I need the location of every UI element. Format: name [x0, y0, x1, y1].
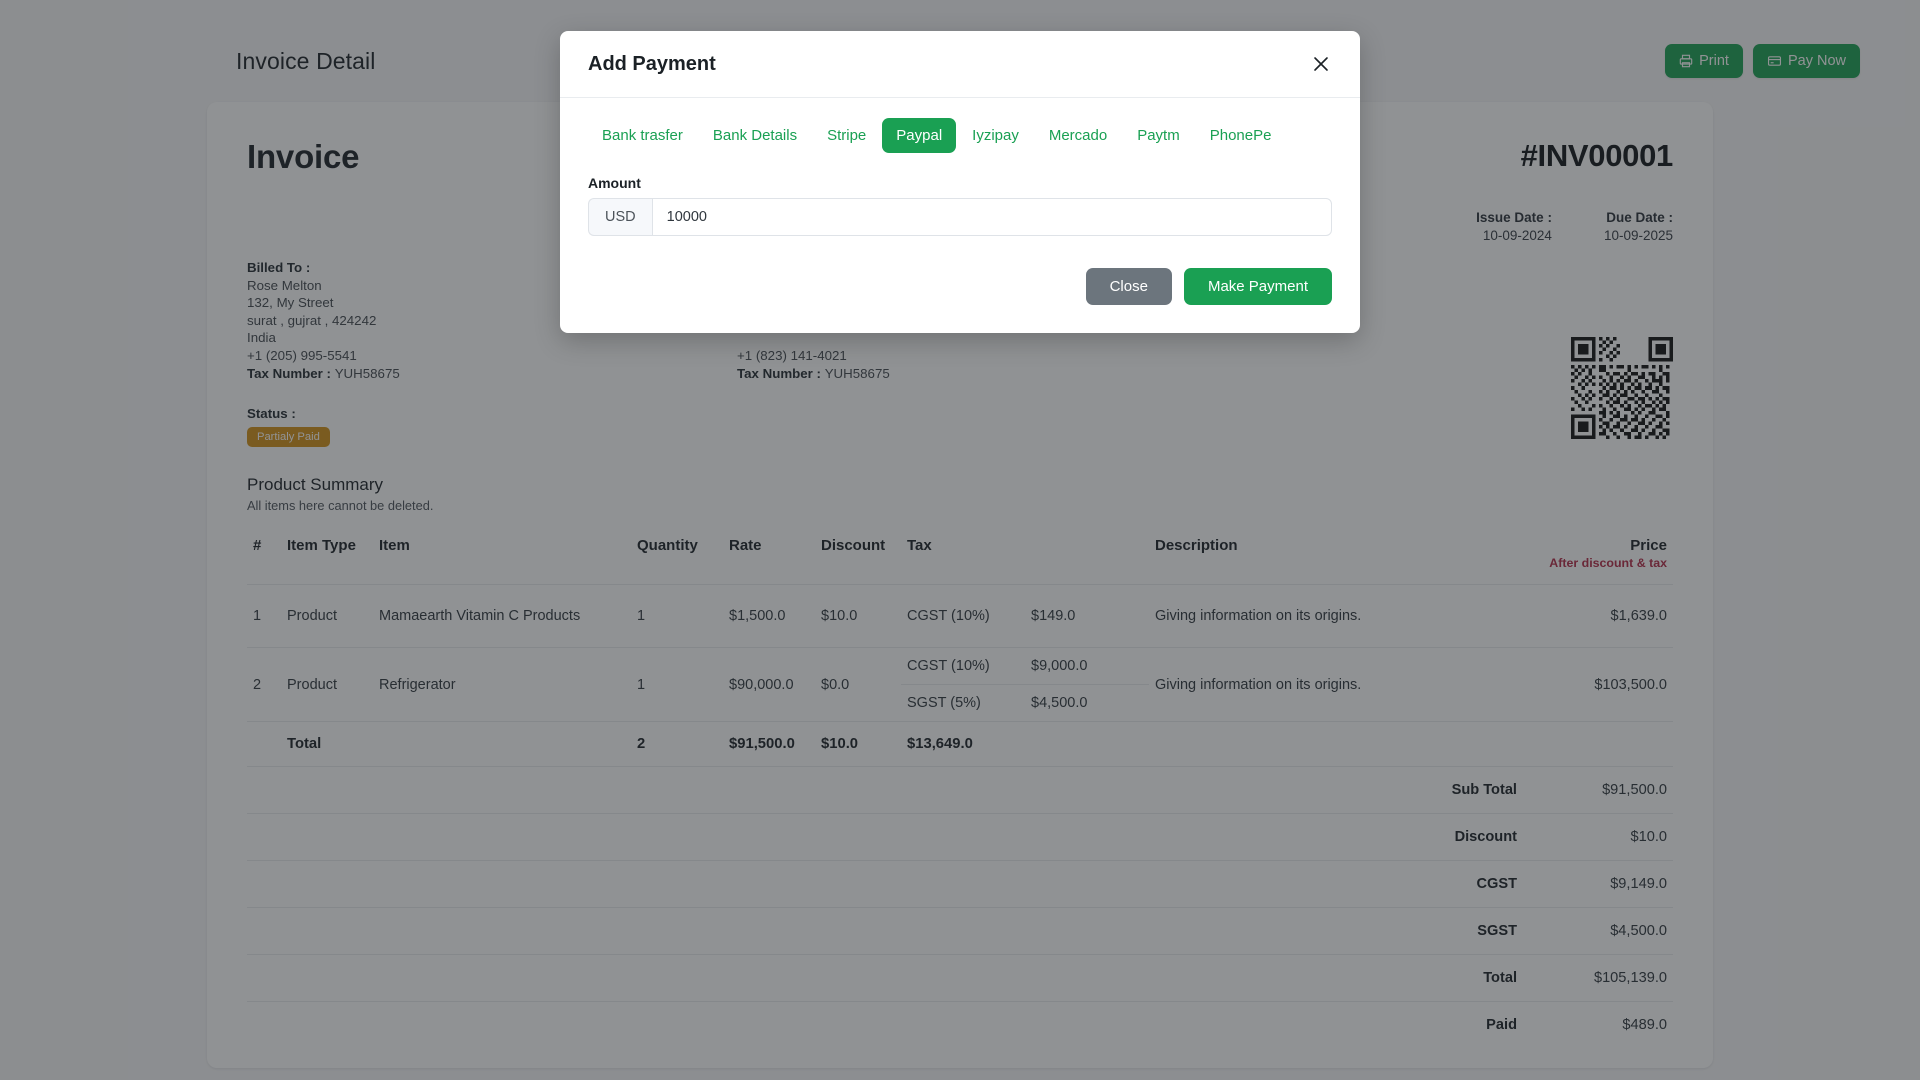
tab-bank-details[interactable]: Bank Details — [699, 118, 811, 153]
payment-method-tabs: Bank trasfer Bank Details Stripe Paypal … — [588, 118, 1332, 153]
close-icon[interactable] — [1306, 49, 1336, 79]
modal-header: Add Payment — [560, 31, 1360, 98]
tab-bank-trasfer[interactable]: Bank trasfer — [588, 118, 697, 153]
amount-input[interactable] — [651, 198, 1332, 236]
make-payment-button[interactable]: Make Payment — [1183, 268, 1332, 305]
tab-paypal[interactable]: Paypal — [882, 118, 957, 153]
amount-label: Amount — [588, 175, 641, 191]
modal-title: Add Payment — [588, 52, 716, 75]
tab-iyzipay[interactable]: Iyzipay — [958, 118, 1033, 153]
amount-input-group: USD — [588, 198, 1332, 236]
modal-body: Bank trasfer Bank Details Stripe Paypal … — [560, 98, 1360, 246]
add-payment-modal: Add Payment Bank trasfer Bank Details St… — [560, 31, 1360, 333]
currency-addon: USD — [588, 198, 652, 236]
tab-paytm[interactable]: Paytm — [1123, 118, 1194, 153]
tab-mercado[interactable]: Mercado — [1035, 118, 1121, 153]
tab-stripe[interactable]: Stripe — [813, 118, 880, 153]
tab-phonepe[interactable]: PhonePe — [1196, 118, 1286, 153]
modal-footer: Close Make Payment — [560, 246, 1360, 333]
close-button[interactable]: Close — [1085, 268, 1172, 305]
